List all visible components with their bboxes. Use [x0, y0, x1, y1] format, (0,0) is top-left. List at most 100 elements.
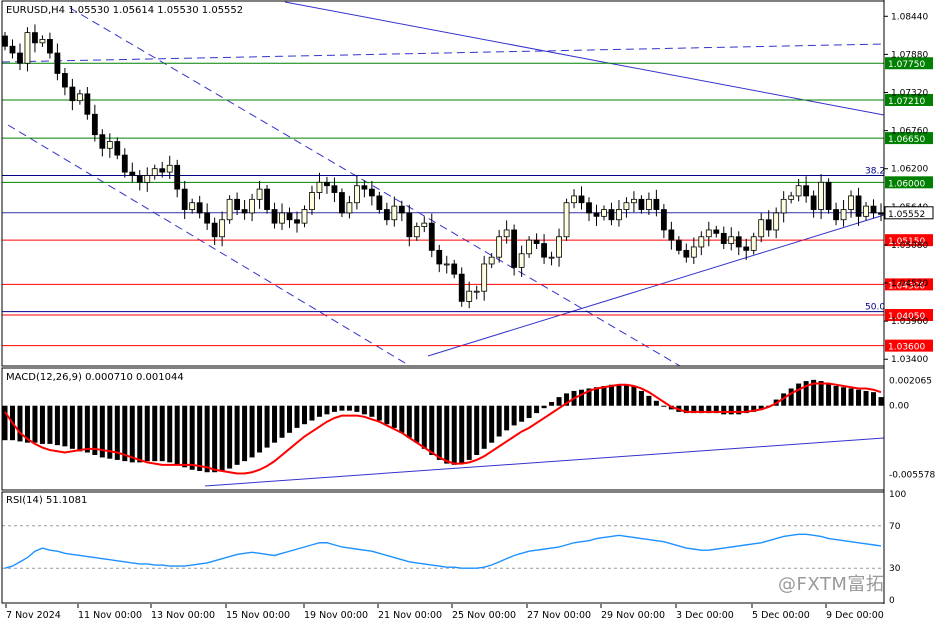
candle-body [855, 195, 862, 217]
candle-body [488, 256, 495, 265]
current-price-label: 1.05552 [888, 210, 925, 220]
candle-body [638, 198, 645, 210]
time-label: 7 Nov 2024 [6, 610, 61, 621]
macd-bar [17, 405, 23, 442]
channel-line-upper [69, 7, 681, 367]
macd-bar [421, 405, 427, 449]
macd-bar [84, 405, 90, 453]
macd-bar [788, 388, 794, 406]
macd-bar [646, 395, 652, 406]
macd-bar [436, 405, 442, 460]
resistance-level-2-label: 1.06650 [888, 135, 925, 145]
candle-body [301, 209, 308, 224]
candle-body [608, 209, 615, 221]
macd-bar [736, 405, 742, 415]
resistance-level-0-tag [885, 57, 933, 70]
candle-body [346, 202, 353, 214]
macd-bar [803, 381, 809, 406]
macd-bar [796, 383, 802, 406]
symbol-label: EURUSD,H4 1.05530 1.05614 1.05530 1.0555… [6, 5, 243, 16]
candle-body [398, 205, 405, 214]
macd-bar [272, 405, 278, 443]
candle-body [61, 73, 68, 88]
macd-bar [384, 405, 390, 425]
candle-body [788, 195, 795, 200]
candle-body [391, 205, 398, 221]
trend-line-upper [284, 1, 885, 116]
time-label: 9 Dec 00:00 [826, 610, 884, 621]
macd-bar [294, 405, 300, 428]
candle-body [114, 141, 121, 156]
macd-bar [376, 405, 382, 421]
candle-body [743, 246, 750, 251]
candle-body [533, 239, 540, 244]
macd-bar [848, 388, 854, 406]
candle-body [556, 236, 562, 258]
time-label: 15 Nov 00:00 [226, 610, 290, 621]
candle-body [84, 93, 91, 115]
fib-label-1: 50.0 [865, 303, 885, 313]
macd-bar [758, 405, 764, 410]
candle-body [189, 202, 196, 210]
candle-body [750, 236, 757, 251]
candle-body [728, 236, 735, 244]
macd-bar [653, 400, 659, 406]
macd-bar [623, 384, 629, 406]
macd-bar [841, 387, 847, 406]
macd-bar [346, 405, 352, 411]
macd-bar [579, 389, 585, 406]
macd-bar [511, 405, 517, 426]
candle-body [810, 195, 817, 210]
candle-body [481, 263, 488, 292]
resistance-level-1-label: 1.07210 [888, 97, 925, 107]
macd-bar [301, 405, 307, 425]
macd-bar [751, 405, 757, 412]
macd-bar [474, 405, 480, 455]
candle-body [309, 192, 315, 210]
time-label: 29 Nov 00:00 [601, 610, 665, 621]
candle-body [631, 198, 637, 204]
candle-body [571, 195, 577, 204]
candle-body [99, 134, 106, 149]
macd-bar [92, 405, 98, 455]
candle-body [436, 249, 443, 265]
macd-bar [107, 405, 113, 459]
time-label: 25 Nov 00:00 [452, 610, 516, 621]
candle-body [256, 188, 263, 200]
candle-body [2, 35, 8, 47]
macd-bar [182, 405, 188, 468]
macd-bar [459, 405, 465, 464]
macd-bar [144, 405, 150, 462]
macd-bar [698, 405, 704, 414]
price-tick-label: 1.04520 [891, 279, 928, 289]
time-label: 3 Dec 00:00 [676, 610, 734, 621]
candle-body [204, 212, 211, 224]
candle-body [421, 222, 428, 227]
macd-bar [122, 405, 128, 462]
candle-body [840, 209, 847, 221]
candle-body [331, 185, 338, 193]
macd-bar [189, 405, 195, 470]
candle-body [121, 154, 128, 173]
macd-bar [504, 405, 510, 431]
candle-body [473, 290, 480, 293]
resistance-level-1-tag [885, 93, 933, 106]
candle-body [683, 249, 690, 258]
macd-tick-label: 0.00 [889, 402, 909, 412]
rsi-tick-label: 0 [889, 596, 895, 606]
macd-bar [601, 386, 607, 406]
support-level-2-tag [885, 309, 933, 322]
macd-bar [414, 405, 420, 443]
time-label: 11 Nov 00:00 [78, 610, 142, 621]
candle-body [863, 205, 869, 217]
candle-body [136, 175, 143, 183]
support-level-1-tag [885, 278, 933, 291]
macd-bar [781, 393, 787, 406]
macd-bar [878, 397, 884, 406]
macd-bar [227, 405, 233, 469]
macd-bar [167, 405, 173, 463]
macd-bar [593, 387, 599, 406]
candle-body [675, 239, 682, 251]
support-level-3-label: 1.03600 [888, 343, 925, 353]
candle-body [406, 212, 413, 238]
